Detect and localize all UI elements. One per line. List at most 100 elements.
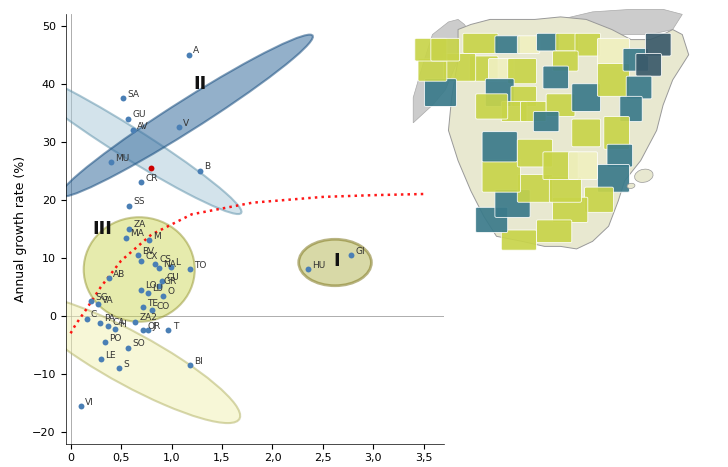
Point	[85, 297, 97, 305]
Text: M: M	[154, 232, 161, 241]
FancyBboxPatch shape	[431, 38, 459, 61]
Text: VA: VA	[102, 296, 114, 305]
Point	[81, 315, 92, 323]
FancyBboxPatch shape	[511, 86, 537, 106]
Ellipse shape	[84, 217, 194, 322]
Point	[143, 289, 154, 297]
Text: GR: GR	[164, 277, 177, 286]
Text: GU: GU	[132, 110, 146, 119]
Point	[154, 282, 165, 290]
FancyBboxPatch shape	[543, 66, 569, 89]
FancyBboxPatch shape	[623, 49, 649, 71]
FancyBboxPatch shape	[475, 94, 507, 119]
FancyBboxPatch shape	[607, 144, 633, 167]
FancyBboxPatch shape	[546, 94, 575, 117]
FancyBboxPatch shape	[488, 58, 514, 81]
Point	[123, 225, 135, 233]
Text: SA: SA	[127, 90, 139, 99]
FancyBboxPatch shape	[502, 101, 527, 121]
Text: T: T	[173, 322, 178, 331]
FancyBboxPatch shape	[486, 79, 514, 106]
FancyBboxPatch shape	[626, 76, 652, 99]
Point	[138, 327, 149, 334]
Point	[113, 364, 124, 372]
Text: BV: BV	[143, 247, 154, 255]
Point	[146, 164, 157, 171]
Point	[127, 127, 139, 134]
FancyBboxPatch shape	[475, 207, 507, 233]
Text: OR: OR	[147, 322, 161, 331]
Text: MA: MA	[130, 229, 144, 238]
Text: AB: AB	[113, 270, 125, 279]
Text: ZA: ZA	[133, 220, 146, 229]
Point	[135, 286, 147, 294]
Text: BI: BI	[194, 357, 202, 366]
FancyBboxPatch shape	[537, 33, 559, 51]
Text: PO: PO	[109, 333, 122, 343]
FancyBboxPatch shape	[521, 101, 546, 121]
Text: SG: SG	[95, 293, 108, 302]
FancyBboxPatch shape	[482, 132, 518, 162]
FancyBboxPatch shape	[518, 139, 553, 167]
Text: B: B	[204, 163, 210, 171]
FancyBboxPatch shape	[598, 38, 630, 66]
FancyBboxPatch shape	[598, 64, 630, 96]
Text: MU: MU	[115, 154, 130, 163]
FancyBboxPatch shape	[646, 33, 671, 56]
Point	[105, 158, 116, 166]
Text: AV: AV	[138, 122, 149, 131]
Ellipse shape	[60, 35, 313, 197]
Point	[99, 338, 111, 346]
FancyBboxPatch shape	[571, 119, 601, 147]
Text: II: II	[194, 75, 207, 92]
Point	[345, 251, 357, 259]
FancyBboxPatch shape	[507, 58, 537, 84]
Point	[120, 234, 132, 241]
Point	[149, 260, 161, 268]
FancyBboxPatch shape	[553, 197, 587, 222]
Point	[75, 402, 87, 410]
FancyBboxPatch shape	[470, 56, 498, 81]
FancyBboxPatch shape	[495, 190, 530, 218]
Point	[130, 318, 141, 325]
Text: SS: SS	[133, 197, 145, 206]
FancyBboxPatch shape	[418, 58, 447, 81]
FancyBboxPatch shape	[502, 230, 537, 250]
Polygon shape	[414, 20, 471, 123]
Point	[184, 266, 196, 273]
Point	[135, 257, 147, 264]
Point	[122, 344, 134, 352]
FancyBboxPatch shape	[636, 54, 662, 76]
Point	[162, 327, 174, 334]
Text: VI: VI	[85, 397, 94, 406]
FancyBboxPatch shape	[569, 152, 598, 180]
FancyBboxPatch shape	[518, 175, 553, 202]
Text: GI: GI	[355, 247, 365, 255]
FancyBboxPatch shape	[495, 36, 521, 54]
Polygon shape	[561, 9, 682, 35]
Point	[138, 304, 149, 311]
Point	[94, 319, 106, 326]
Ellipse shape	[635, 169, 653, 183]
Y-axis label: Annual growth rate (%): Annual growth rate (%)	[14, 156, 27, 302]
Text: SO: SO	[132, 340, 145, 348]
Ellipse shape	[627, 183, 635, 189]
Point	[143, 237, 155, 244]
Text: S: S	[123, 360, 129, 369]
Point	[184, 361, 196, 369]
Text: L: L	[175, 258, 180, 267]
FancyBboxPatch shape	[443, 54, 475, 81]
Text: ZA2: ZA2	[139, 313, 157, 322]
Point	[135, 179, 147, 186]
Text: CA: CA	[112, 318, 124, 327]
Point	[157, 277, 168, 285]
FancyBboxPatch shape	[424, 79, 456, 106]
Text: CS: CS	[159, 255, 172, 264]
Text: LU: LU	[152, 284, 164, 293]
Ellipse shape	[15, 70, 242, 214]
Point	[173, 123, 184, 131]
Point	[123, 202, 135, 209]
Text: LE: LE	[105, 351, 116, 360]
Text: PA: PA	[104, 314, 115, 324]
Ellipse shape	[298, 239, 371, 286]
